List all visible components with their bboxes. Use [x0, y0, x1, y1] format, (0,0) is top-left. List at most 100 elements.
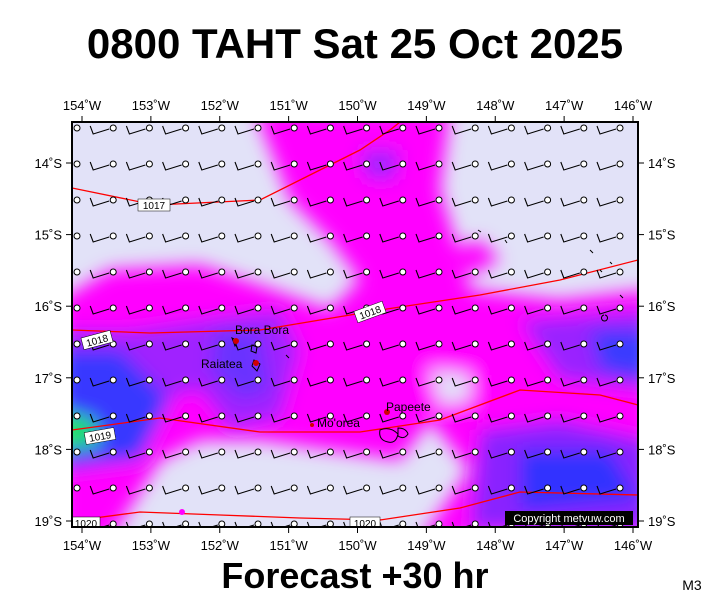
barb	[89, 485, 110, 495]
barb-station	[399, 448, 407, 456]
barb-station	[145, 232, 153, 240]
barb-station	[363, 160, 371, 168]
barb-station	[145, 124, 153, 132]
barb-station	[73, 484, 81, 492]
barb-station	[507, 304, 515, 312]
barb	[343, 233, 363, 243]
barb-station	[580, 340, 588, 348]
lat-label: 15˚S	[35, 228, 63, 243]
barb-station	[145, 304, 153, 312]
barb-station	[580, 232, 588, 240]
barb-station	[580, 376, 588, 384]
barb-station	[616, 268, 624, 276]
lat-label: 19˚S	[648, 514, 676, 529]
barb-station	[471, 124, 479, 132]
lat-label: 17˚S	[35, 371, 63, 386]
barb	[162, 341, 182, 351]
barb-station	[73, 412, 81, 420]
barb	[524, 485, 544, 495]
barb	[379, 377, 399, 387]
place-dot	[310, 423, 314, 427]
barb	[306, 305, 327, 315]
barb-station	[544, 412, 552, 420]
barb-station	[435, 376, 443, 384]
barb-station	[254, 124, 262, 132]
barb	[306, 197, 327, 207]
barb-station	[290, 376, 298, 384]
barb-station	[218, 124, 226, 132]
barb-station	[109, 124, 117, 132]
barb-station	[109, 160, 117, 168]
isobar-label: 1019	[88, 430, 112, 445]
barb	[487, 377, 508, 387]
barb	[560, 233, 580, 243]
barb-station	[580, 268, 588, 276]
barb-station	[471, 484, 479, 492]
barb-station	[507, 196, 515, 204]
model-label: M3	[682, 577, 702, 593]
barb-station	[109, 376, 117, 384]
barb-station	[399, 376, 407, 384]
barb-station	[471, 448, 479, 456]
barb	[343, 341, 363, 351]
barb-station	[326, 484, 334, 492]
barb-station	[399, 412, 407, 420]
barb-station	[326, 448, 334, 456]
barb-station	[507, 232, 515, 240]
barb-station	[435, 232, 443, 240]
barb-station	[471, 196, 479, 204]
barb	[198, 377, 218, 387]
lon-label: 150˚W	[338, 538, 377, 553]
forecast-label: Forecast +30 hr	[221, 555, 488, 596]
barb-station	[471, 412, 479, 420]
barb-station	[544, 340, 552, 348]
barb-station	[544, 484, 552, 492]
barb	[379, 485, 399, 495]
barb	[162, 485, 182, 495]
barb	[524, 125, 544, 135]
barb-station	[254, 448, 262, 456]
barb-station	[145, 412, 153, 420]
barb	[306, 449, 327, 459]
barb	[415, 485, 436, 495]
barb	[596, 413, 617, 423]
barb-station	[616, 376, 624, 384]
barb	[415, 269, 436, 279]
barb-station	[471, 160, 479, 168]
barb	[560, 485, 580, 495]
isobar-label: 1020	[354, 519, 377, 530]
barb-station	[580, 196, 588, 204]
barb	[415, 161, 436, 171]
barb	[72, 416, 74, 418]
barb-station	[326, 304, 334, 312]
barb	[162, 269, 182, 279]
lat-label: 14˚S	[648, 156, 676, 171]
barb-station	[218, 268, 226, 276]
barb	[451, 125, 472, 135]
barb-station	[435, 196, 443, 204]
barb-station	[326, 412, 334, 420]
barb-station	[363, 376, 371, 384]
barb	[306, 161, 327, 171]
barb	[524, 341, 544, 351]
barb-station	[507, 124, 515, 132]
barb	[524, 449, 544, 459]
barb	[234, 377, 255, 387]
barb-station	[363, 340, 371, 348]
barb	[270, 341, 291, 351]
barb	[162, 305, 182, 315]
barb-station	[182, 268, 190, 276]
barb-station	[109, 232, 117, 240]
isobar-labels: 1017 1018 1018 1019 1020 1020	[72, 198, 387, 530]
barb	[89, 197, 110, 207]
barb-station	[73, 160, 81, 168]
barb-station	[182, 484, 190, 492]
barb	[415, 233, 436, 243]
barb	[234, 305, 255, 315]
barb	[125, 269, 146, 279]
barb	[306, 233, 327, 243]
isobar-label: 1020	[75, 519, 98, 530]
lon-label: 154˚W	[63, 538, 102, 553]
barb-station	[544, 376, 552, 384]
barb	[89, 125, 110, 135]
